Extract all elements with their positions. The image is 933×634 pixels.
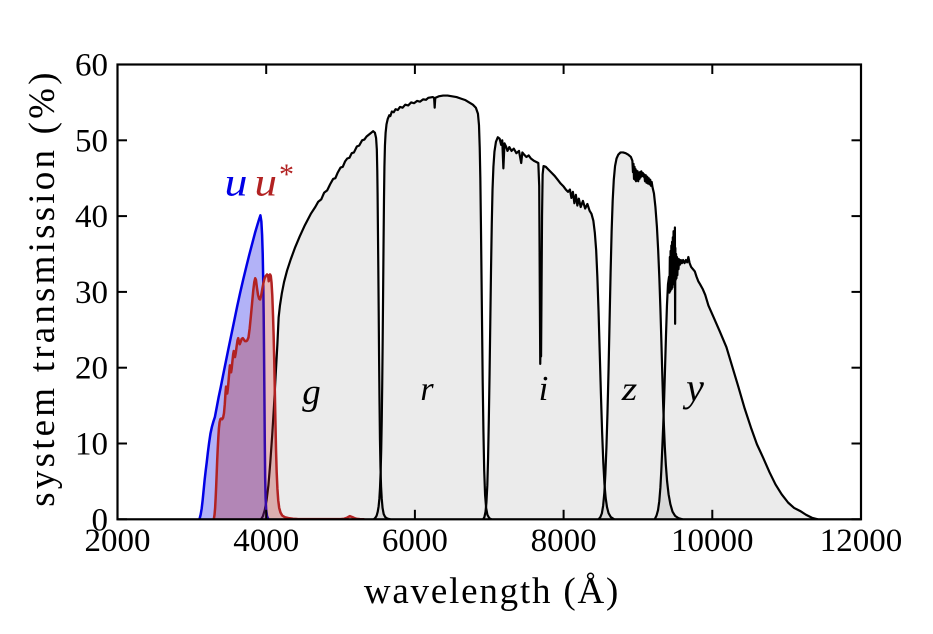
svg-text:20: 20: [75, 351, 108, 387]
svg-text:40: 40: [75, 199, 108, 235]
svg-text:*: *: [279, 158, 294, 191]
svg-text:10000: 10000: [671, 523, 754, 559]
svg-text:g: g: [302, 372, 321, 413]
svg-text:u: u: [255, 160, 278, 205]
svg-text:12000: 12000: [820, 523, 903, 559]
svg-text:wavelength (Å): wavelength (Å): [364, 571, 620, 612]
svg-text:10: 10: [75, 427, 108, 463]
svg-text:30: 30: [75, 275, 108, 311]
svg-text:6000: 6000: [382, 523, 448, 559]
svg-text:60: 60: [75, 48, 108, 84]
svg-text:i: i: [539, 369, 549, 408]
svg-text:0: 0: [92, 502, 109, 538]
svg-text:8000: 8000: [531, 523, 597, 559]
svg-text:y: y: [682, 365, 704, 410]
svg-text:r: r: [420, 371, 434, 408]
svg-text:u: u: [225, 160, 248, 205]
svg-text:z: z: [621, 371, 638, 408]
svg-text:system transmission (%): system transmission (%): [22, 69, 63, 506]
svg-text:50: 50: [75, 123, 108, 159]
svg-text:2000: 2000: [85, 523, 151, 559]
svg-text:4000: 4000: [233, 523, 299, 559]
